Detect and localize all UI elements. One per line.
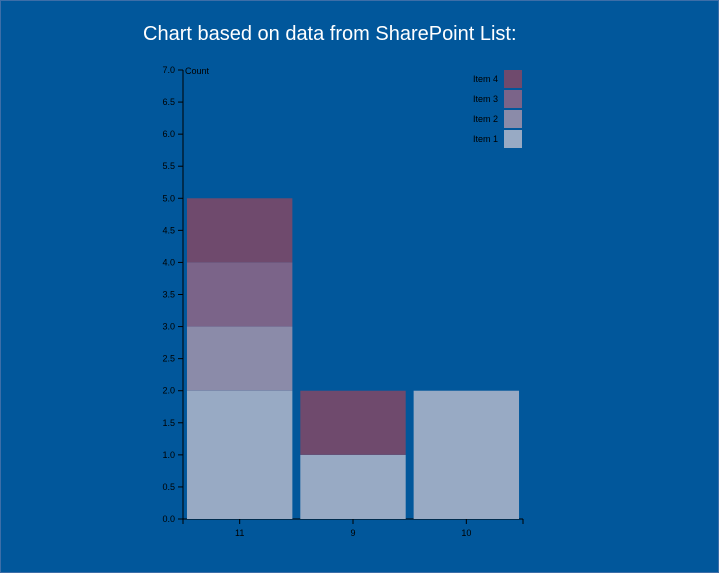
bar-segment-item-3 <box>186 262 293 327</box>
legend-label: Item 2 <box>473 114 498 124</box>
y-axis-label: Count <box>185 66 210 76</box>
legend-label: Item 4 <box>473 74 498 84</box>
y-tick-label: 3.5 <box>162 290 175 300</box>
y-tick-label: 7.0 <box>162 65 175 75</box>
y-tick-label: 6.5 <box>162 97 175 107</box>
x-tick-label: 9 <box>350 528 355 538</box>
y-tick-label: 2.0 <box>162 386 175 396</box>
chart-title: Chart based on data from SharePoint List… <box>143 23 517 45</box>
y-tick-label: 2.5 <box>162 354 175 364</box>
bar-segment-item-4 <box>186 198 293 263</box>
legend-label: Item 3 <box>473 94 498 104</box>
legend-swatch <box>504 70 522 88</box>
bar-segment-item-1 <box>300 454 406 519</box>
bar-segment-item-1 <box>413 390 520 519</box>
bar-segment-item-4 <box>300 390 406 455</box>
legend-swatch <box>504 110 522 128</box>
legend-label: Item 1 <box>473 134 498 144</box>
bar-segment-item-1 <box>186 390 293 519</box>
y-tick-label: 1.5 <box>162 418 175 428</box>
legend-swatch <box>504 130 522 148</box>
x-tick-label: 11 <box>235 528 244 538</box>
y-tick-label: 0.0 <box>162 514 175 524</box>
x-tick-label: 10 <box>461 528 471 538</box>
legend-swatch <box>504 90 522 108</box>
y-tick-label: 3.0 <box>162 322 175 332</box>
y-tick-label: 4.0 <box>162 257 175 267</box>
y-tick-label: 4.5 <box>162 225 175 235</box>
bar-segment-item-2 <box>186 326 293 391</box>
y-tick-label: 1.0 <box>162 450 175 460</box>
y-tick-label: 6.0 <box>162 129 175 139</box>
y-tick-label: 5.0 <box>162 193 175 203</box>
y-tick-label: 0.5 <box>162 482 175 492</box>
y-tick-label: 5.5 <box>162 161 175 171</box>
